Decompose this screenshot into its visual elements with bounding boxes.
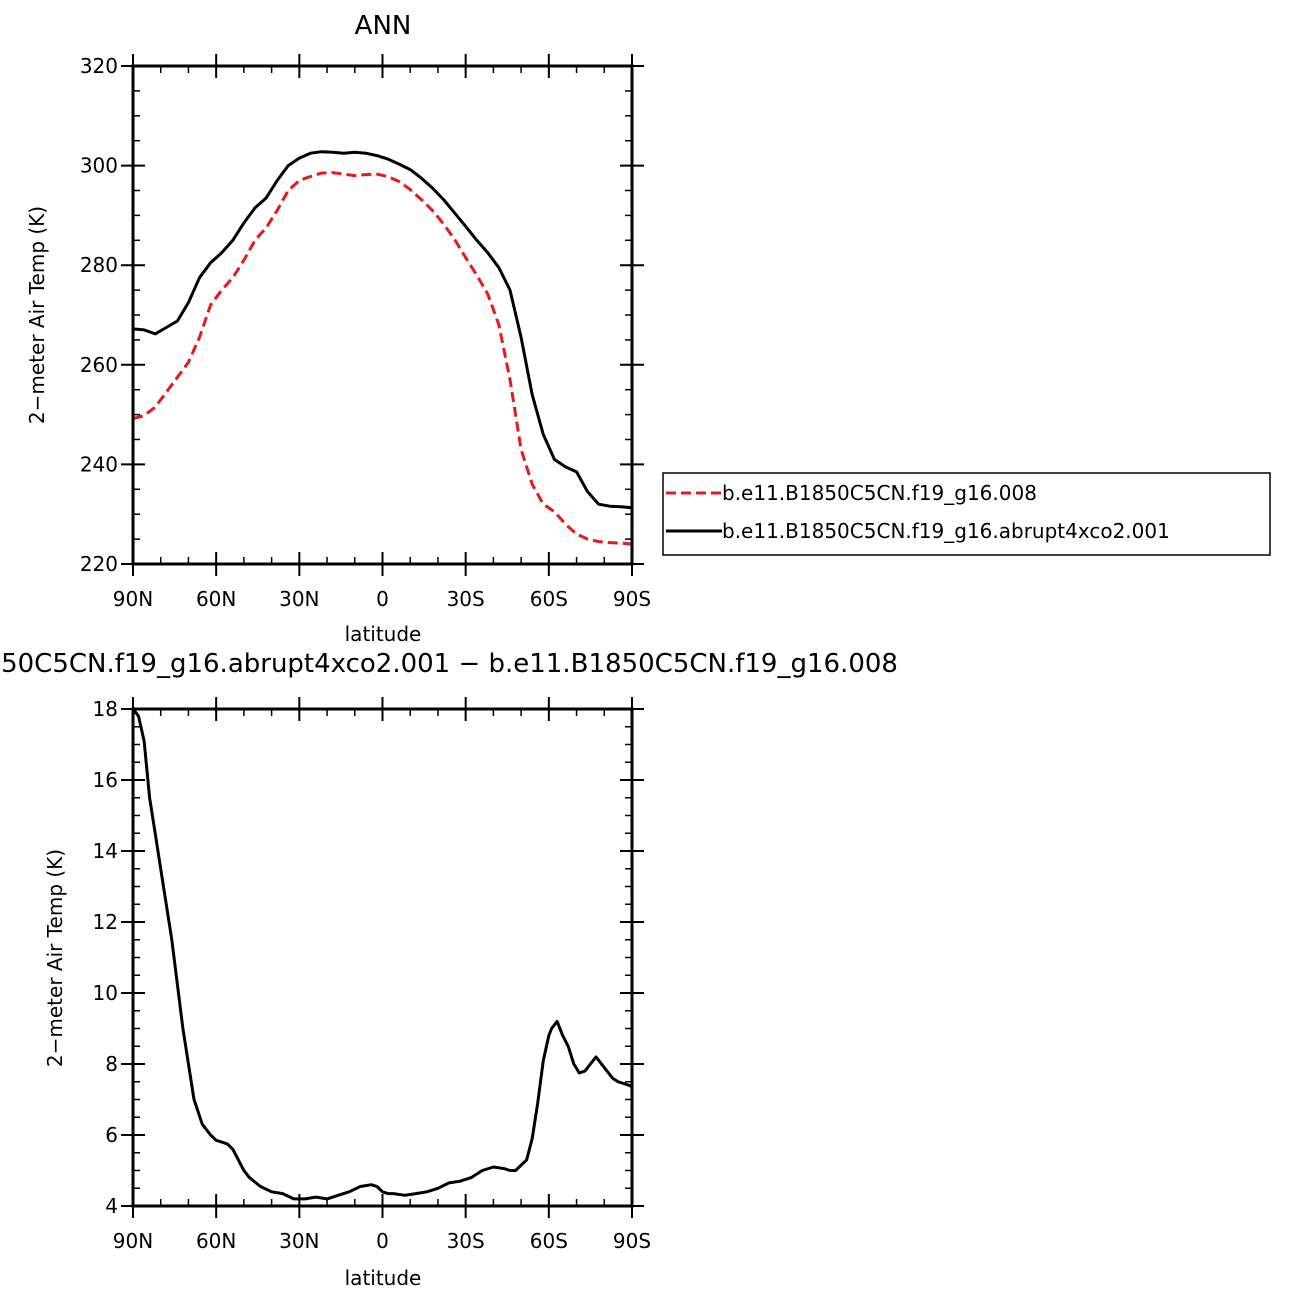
y-tick-label: 4 — [105, 1194, 118, 1218]
x-tick-label: 90S — [613, 587, 651, 611]
y-tick-label: 220 — [80, 552, 118, 576]
y-tick-label: 14 — [93, 839, 118, 863]
x-tick-label: 90N — [113, 1229, 153, 1253]
top-panel: ANN 220 240 260 280 300 320 90N 60N 30N 0 30S 60S 90… — [25, 11, 651, 646]
y-tick-label: 300 — [80, 154, 118, 178]
y-tick-label: 10 — [93, 981, 118, 1005]
x-tick-label: 60N — [196, 1229, 236, 1253]
x-tick-label: 30S — [447, 1229, 485, 1253]
bottom-panel-y-axis-label: 2−meter Air Temp (K) — [43, 849, 67, 1067]
y-tick-label: 12 — [93, 910, 118, 934]
bottom-panel-x-axis-label: latitude — [345, 1266, 422, 1290]
y-tick-label: 8 — [105, 1052, 118, 1076]
x-tick-label: 30N — [279, 587, 319, 611]
bottom-panel: b.e11.B1850C5CN.f19_g16.abrupt4xco2.001 … — [0, 649, 898, 1290]
legend-label-series-1: b.e11.B1850C5CN.f19_g16.008 — [722, 481, 1037, 505]
legend-box — [662, 472, 1271, 556]
x-tick-label: 60N — [196, 587, 236, 611]
top-panel-axes: 220 240 260 280 300 320 90N 60N 30N 0 30S 60S 90S — [80, 54, 651, 611]
y-tick-label: 16 — [93, 768, 118, 792]
panel2-series-1-line — [131, 708, 633, 1201]
panel1-plot-frame — [131, 64, 634, 566]
y-tick-label: 18 — [93, 697, 118, 721]
panel1-series-1-line — [132, 171, 633, 546]
y-tick-label: 320 — [80, 54, 118, 78]
x-tick-label: 60S — [530, 1229, 568, 1253]
y-tick-label: 280 — [80, 253, 118, 277]
bottom-panel-axes: 4 6 8 10 12 14 16 18 90N 60N 30N 0 30S 60S 90S — [93, 697, 651, 1253]
top-panel-y-axis-label: 2−meter Air Temp (K) — [25, 206, 49, 424]
x-tick-label: 30N — [279, 1229, 319, 1253]
top-panel-series-group — [132, 150, 633, 546]
x-tick-label: 90N — [113, 587, 153, 611]
x-tick-label: 60S — [530, 587, 568, 611]
x-tick-label: 90S — [613, 1229, 651, 1253]
y-tick-label: 6 — [105, 1123, 118, 1147]
panel1-series-2-line — [132, 150, 633, 510]
y-tick-label: 240 — [80, 452, 118, 476]
bottom-panel-title: b.e11.B1850C5CN.f19_g16.abrupt4xco2.001 … — [0, 649, 898, 679]
bottom-panel-series-group — [131, 708, 633, 1201]
x-tick-label: 30S — [447, 587, 485, 611]
x-tick-label: 0 — [376, 1229, 389, 1253]
legend-label-series-2: b.e11.B1850C5CN.f19_g16.abrupt4xco2.001 — [722, 519, 1170, 543]
legend: b.e11.B1850C5CN.f19_g16.008 b.e11.B1850C… — [662, 472, 1271, 556]
top-panel-title: ANN — [355, 11, 412, 41]
y-tick-label: 260 — [80, 353, 118, 377]
top-panel-x-axis-label: latitude — [345, 622, 422, 646]
x-tick-label: 0 — [376, 587, 389, 611]
